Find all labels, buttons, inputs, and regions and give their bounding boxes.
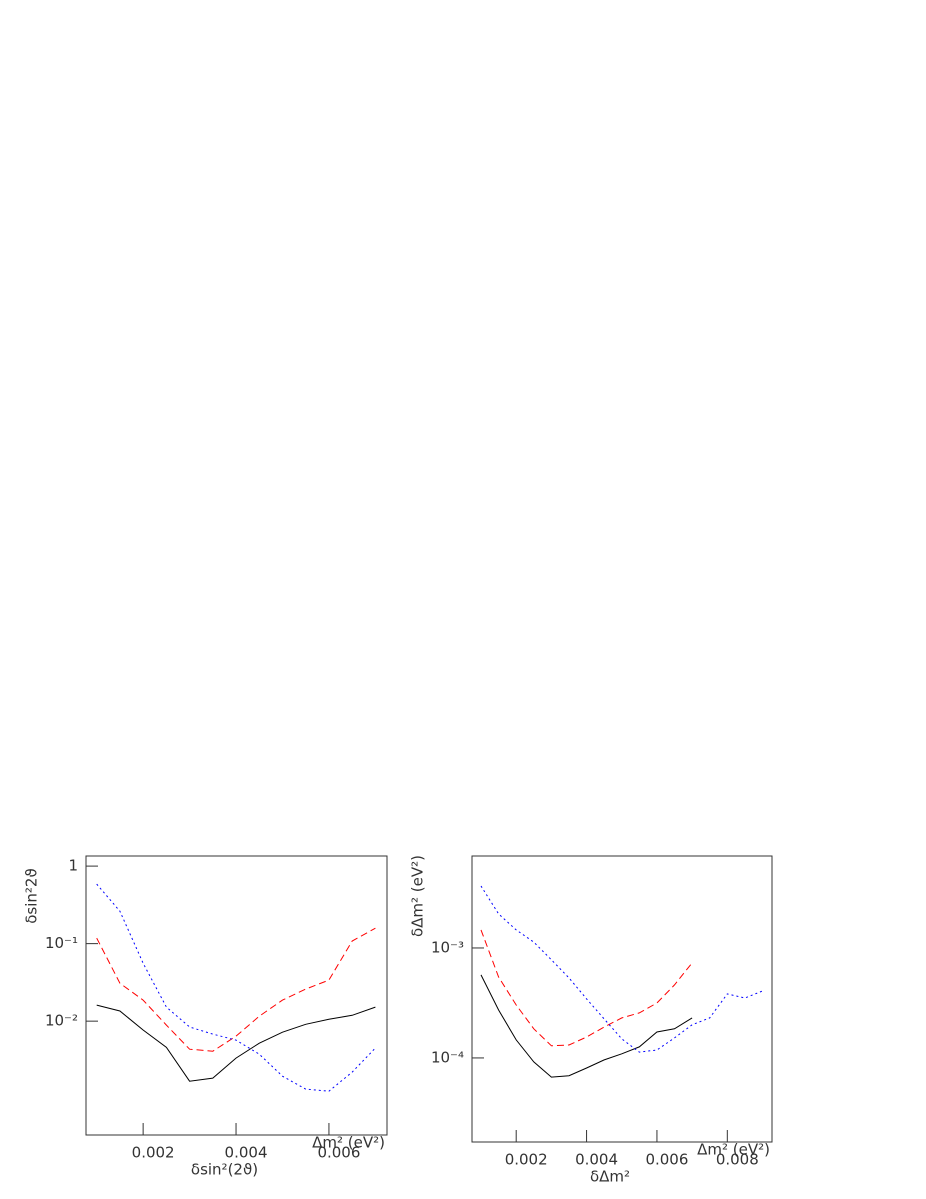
y-tick-label: 10⁻² — [45, 1012, 78, 1030]
data-line — [480, 974, 693, 1078]
data-line — [96, 927, 376, 1052]
plot-frame — [85, 855, 388, 1136]
plot-frame — [471, 855, 773, 1143]
x-tick-label: 0.002 — [132, 1144, 175, 1162]
y-tick-label: 10⁻³ — [431, 938, 464, 956]
x-axis-label: Δm² (eV²) — [697, 1141, 770, 1159]
y-axis-label: δsin²2ϑ — [23, 868, 41, 924]
x-tick-label: 0.004 — [225, 1144, 268, 1162]
y-tick-label: 10⁻⁴ — [431, 1048, 464, 1066]
x-tick-label: 0.004 — [575, 1151, 618, 1169]
x-tick-label: 0.002 — [505, 1151, 548, 1169]
x-tick-label: 0.006 — [317, 1144, 360, 1162]
data-line — [480, 885, 763, 1053]
data-line — [96, 883, 376, 1092]
x-tick-label: 0.008 — [716, 1151, 759, 1169]
x-tick-label: 0.006 — [645, 1151, 688, 1169]
data-line — [480, 929, 693, 1047]
x-axis-label: Δm² (eV²) — [312, 1134, 385, 1152]
data-line — [96, 1004, 376, 1082]
chart-caption: δsin²(2ϑ) — [191, 1161, 258, 1179]
y-tick-label: 1 — [68, 857, 78, 875]
chart-caption: δΔm² — [590, 1168, 630, 1186]
y-axis-label: δΔm² (eV²) — [409, 855, 427, 937]
y-tick-label: 10⁻¹ — [45, 934, 78, 952]
